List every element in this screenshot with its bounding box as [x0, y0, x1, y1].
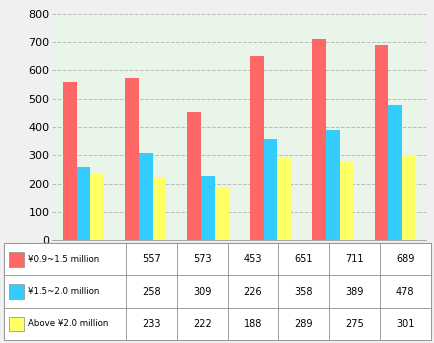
Bar: [152, 177, 166, 240]
Bar: [126, 275, 177, 308]
Text: Above ¥2.0 million: Above ¥2.0 million: [28, 319, 108, 328]
Text: 226: 226: [243, 286, 262, 297]
Bar: [177, 243, 227, 275]
Bar: [214, 187, 228, 240]
Bar: [126, 243, 177, 275]
Bar: [379, 243, 430, 275]
Bar: [227, 243, 278, 275]
Bar: [4, 243, 126, 275]
Bar: [388, 105, 401, 240]
Bar: [325, 130, 339, 240]
Bar: [177, 308, 227, 340]
Text: 258: 258: [142, 286, 161, 297]
Bar: [329, 243, 379, 275]
Bar: [379, 275, 430, 308]
Bar: [339, 162, 352, 240]
Text: 309: 309: [193, 286, 211, 297]
Text: ¥0.9~1.5 million: ¥0.9~1.5 million: [28, 255, 99, 264]
Text: 358: 358: [294, 286, 312, 297]
Text: 222: 222: [192, 319, 211, 329]
Bar: [249, 56, 263, 240]
Bar: [138, 153, 152, 240]
Bar: [201, 176, 214, 240]
Bar: [125, 78, 138, 240]
Text: 301: 301: [395, 319, 414, 329]
Text: 711: 711: [345, 254, 363, 264]
Bar: [278, 308, 329, 340]
Bar: [312, 39, 325, 240]
Text: 453: 453: [243, 254, 262, 264]
Text: ¥1.5~2.0 million: ¥1.5~2.0 million: [28, 287, 99, 296]
Text: 275: 275: [344, 319, 363, 329]
Text: 389: 389: [345, 286, 363, 297]
Bar: [9, 317, 24, 331]
Text: 188: 188: [243, 319, 262, 329]
Bar: [76, 167, 90, 240]
Bar: [9, 284, 24, 299]
Bar: [374, 45, 388, 240]
Bar: [379, 308, 430, 340]
Bar: [263, 139, 276, 240]
Text: 651: 651: [294, 254, 312, 264]
Bar: [329, 308, 379, 340]
Bar: [278, 275, 329, 308]
Bar: [227, 275, 278, 308]
Bar: [276, 158, 290, 240]
Bar: [4, 308, 126, 340]
Text: 689: 689: [395, 254, 414, 264]
Text: 557: 557: [142, 254, 161, 264]
Bar: [90, 174, 104, 240]
Bar: [227, 308, 278, 340]
Bar: [62, 82, 76, 240]
Bar: [187, 112, 201, 240]
Text: 233: 233: [142, 319, 161, 329]
Bar: [401, 155, 415, 240]
Bar: [9, 252, 24, 267]
Bar: [126, 308, 177, 340]
Bar: [278, 243, 329, 275]
Text: 289: 289: [294, 319, 312, 329]
Text: 573: 573: [193, 254, 211, 264]
Text: 478: 478: [395, 286, 414, 297]
Bar: [177, 275, 227, 308]
Bar: [329, 275, 379, 308]
Bar: [4, 275, 126, 308]
